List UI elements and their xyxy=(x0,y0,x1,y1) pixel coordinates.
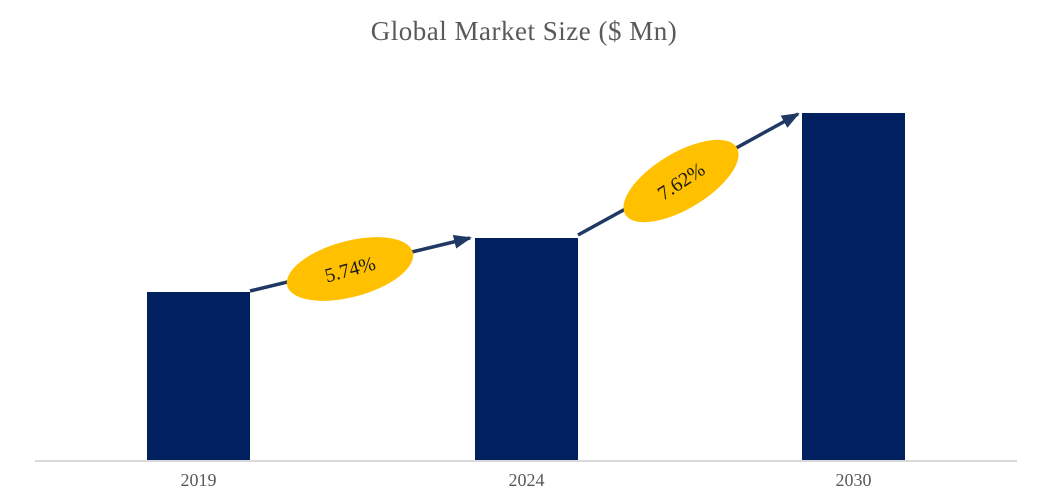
chart-title: Global Market Size ($ Mn) xyxy=(370,16,678,46)
bar-2030 xyxy=(802,113,905,461)
x-tick-2024: 2024 xyxy=(508,470,545,490)
x-axis-line xyxy=(35,460,1017,462)
cagr-label-2: 7.62% xyxy=(654,159,709,206)
bar-2019 xyxy=(147,292,250,461)
cagr-ellipse-2 xyxy=(623,139,739,223)
x-tick-2019: 2019 xyxy=(180,470,217,490)
x-tick-2030: 2030 xyxy=(835,470,872,490)
growth-arrow-2019-2024 xyxy=(249,234,472,293)
bar-2024 xyxy=(475,238,578,461)
cagr-ellipse-1 xyxy=(286,237,414,301)
cagr-label-1: 5.74% xyxy=(322,253,378,288)
growth-arrow-2024-2030 xyxy=(577,112,800,237)
